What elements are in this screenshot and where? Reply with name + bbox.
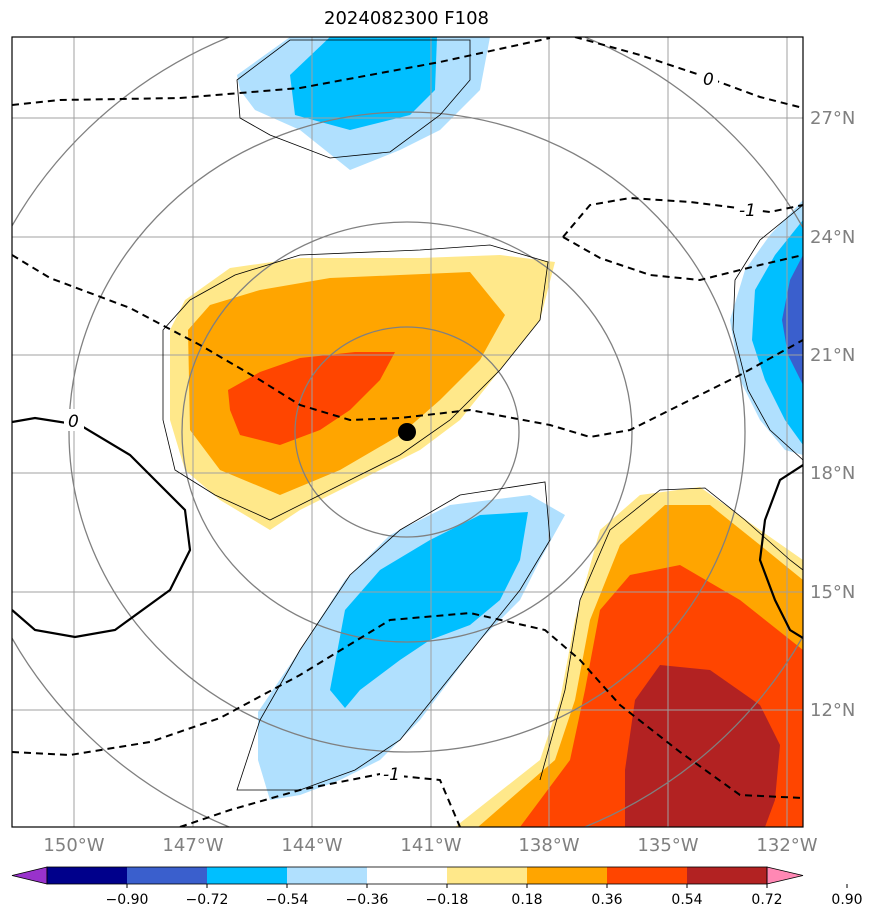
colorbar-tick-label: 0.54 — [671, 892, 702, 908]
lat-label: 18°N — [810, 463, 855, 484]
colorbar-swatch — [207, 867, 288, 884]
gridlines — [12, 37, 803, 827]
lat-label: 12°N — [810, 700, 855, 721]
colorbar-tick-label: −0.18 — [426, 892, 469, 908]
colorbar-tick-label: 0.90 — [831, 892, 862, 908]
map-title: 2024082300 F108 — [324, 8, 489, 29]
latitude-labels: 27°N 24°N 21°N 18°N 15°N 12°N — [810, 108, 855, 721]
lon-label: 138°W — [518, 835, 579, 856]
lon-label: 132°W — [756, 835, 817, 856]
colorbar-tick-label: −0.90 — [106, 892, 149, 908]
lat-label: 27°N — [810, 108, 855, 129]
lat-label: 21°N — [810, 345, 855, 366]
lon-label: 147°W — [162, 835, 223, 856]
contour-label-0-north: 0 — [703, 70, 714, 90]
colorbar-tick-label: 0.36 — [591, 892, 622, 908]
contour-label-0-west: 0 — [68, 412, 79, 432]
colorbar-tick-label: 0.72 — [751, 892, 782, 908]
colorbar-swatch — [47, 867, 128, 884]
colorbar-swatch — [287, 867, 368, 884]
pos-anomaly-southeast-max — [625, 665, 780, 827]
lon-label: 144°W — [281, 835, 342, 856]
lon-label: 135°W — [637, 835, 698, 856]
storm-center-marker — [398, 423, 416, 441]
neg-anomaly-east-max — [782, 255, 803, 385]
colorbar-swatch — [367, 867, 448, 884]
neg-anomaly-south-core — [330, 512, 528, 708]
lat-label: 24°N — [810, 227, 855, 248]
map-frame — [11, 36, 804, 828]
colorbar-frame — [46, 866, 768, 885]
range-rings — [12, 37, 803, 827]
neg-anomaly-east-core — [752, 220, 803, 445]
colorbar: −0.90 −0.72 −0.54 −0.36 −0.18 0.18 0.36 0.54 0.7… — [11, 866, 863, 908]
contour-label-minus1-south: -1 — [383, 765, 400, 785]
colorbar-swatch — [527, 867, 608, 884]
lat-label: 15°N — [810, 582, 855, 603]
colorbar-tick-label: −0.54 — [266, 892, 309, 908]
contour-labels: 0 -1 0 -1 — [64, 67, 758, 785]
colorbar-swatch — [127, 867, 208, 884]
colorbar-tick-label: −0.72 — [186, 892, 229, 908]
neg-anomaly-north-core — [290, 37, 437, 130]
dashed-contours — [12, 37, 803, 827]
longitude-labels: 150°W 147°W 144°W 141°W 138°W 135°W 132°… — [43, 835, 817, 856]
colorbar-extend-high — [766, 866, 804, 885]
lon-label: 141°W — [400, 835, 461, 856]
colorbar-extend-low — [11, 866, 48, 885]
filled-anomaly-layer — [170, 37, 803, 827]
colorbar-swatch — [447, 867, 528, 884]
contour-label-minus1-east: -1 — [739, 201, 756, 221]
colorbar-tick-label: 0.18 — [511, 892, 542, 908]
lon-label: 150°W — [43, 835, 104, 856]
colorbar-tick-label: −0.36 — [346, 892, 389, 908]
colorbar-swatch — [687, 867, 768, 884]
colorbar-swatch — [607, 867, 688, 884]
thin-outline-contours — [162, 39, 803, 791]
